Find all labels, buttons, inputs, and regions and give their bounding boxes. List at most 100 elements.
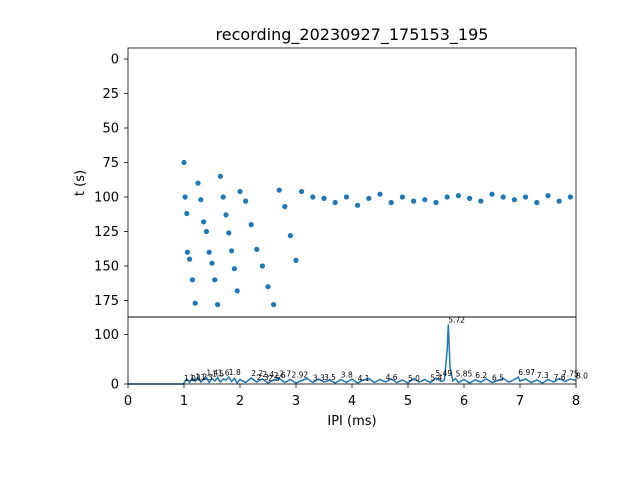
raster-point (215, 302, 221, 308)
ipi-peak-label: 3.3 (313, 374, 325, 383)
raster-point (500, 194, 506, 200)
ipi-peak-label: 1.0 (184, 374, 196, 383)
raster-point (444, 194, 450, 200)
ipi-peak-label: 2.4 (262, 370, 274, 379)
raster-point (201, 219, 207, 225)
ipi-peak-label: 2.5 (268, 374, 280, 383)
raster-point (206, 249, 212, 255)
raster-point (556, 198, 562, 204)
ipi-x-tick-label: 2 (236, 394, 244, 409)
raster-point (217, 173, 223, 179)
ipi-x-label: IPI (ms) (327, 414, 376, 429)
raster-point (265, 284, 271, 290)
chart-title: recording_20230927_175153_195 (216, 25, 489, 45)
raster-point (282, 204, 288, 210)
ipi-peak-label: 6.97 (518, 368, 535, 377)
raster-point (276, 187, 282, 193)
raster-point (209, 260, 215, 266)
raster-point (234, 288, 240, 294)
raster-y-ticks: 0 25 50 75 100 125 150 175 (94, 53, 128, 309)
ipi-peak-label: 3.5 (324, 373, 336, 382)
raster-point (243, 198, 249, 204)
raster-point (455, 193, 461, 199)
ipi-peak-label: 4.1 (358, 374, 370, 383)
raster-point (182, 194, 188, 200)
ipi-peak-label: 2.3 (257, 373, 269, 382)
raster-point (192, 300, 198, 306)
raster-point (567, 194, 574, 200)
ipi-histogram-line (128, 324, 577, 385)
ipi-x-tick-label: 8 (572, 394, 580, 409)
raster-point (259, 263, 265, 269)
raster-point (293, 257, 299, 263)
raster-axes: 0 25 50 75 100 125 150 175 (94, 47, 577, 318)
raster-point (433, 199, 439, 206)
raster-point (223, 212, 229, 218)
ipi-peak-label: 8.0 (576, 372, 588, 381)
raster-point (248, 222, 254, 228)
ipi-peak-label: 5.4 (430, 374, 442, 383)
raster-y-tick-label: 100 (94, 190, 119, 205)
ipi-peak-labels: 1.01.11.21.31.41.51.6 1.8 2.22.32.42.52.62… (184, 315, 588, 383)
ipi-peak-label: 5.49 (435, 369, 452, 378)
raster-point (287, 233, 293, 239)
ipi-x-ticks: 0 1 2 3 4 5 6 7 8 (124, 384, 580, 409)
ipi-peak-label: 1.4 (206, 369, 218, 378)
raster-point (411, 198, 417, 204)
ipi-peak-label: 2.92 (292, 371, 309, 380)
ipi-x-tick-label: 3 (292, 394, 300, 409)
raster-y-tick-label: 150 (94, 259, 119, 274)
raster-point (271, 302, 277, 308)
raster-point (355, 202, 361, 208)
ipi-peak-label: 1.5 (212, 370, 224, 379)
raster-point (321, 195, 327, 201)
ipi-x-tick-label: 1 (180, 394, 188, 409)
ipi-y-tick-label: 100 (94, 328, 119, 343)
raster-point (229, 248, 235, 254)
ipi-peak-label: 1.6 (218, 369, 230, 378)
raster-point (467, 195, 473, 201)
ipi-peak-label: 7.6 (554, 373, 566, 382)
raster-point (478, 198, 484, 204)
raster-y-tick-label: 25 (102, 87, 119, 102)
raster-y-tick-label: 50 (102, 122, 119, 137)
ipi-peak-label: 2.2 (251, 369, 263, 378)
ipi-y-ticks: 0 100 (94, 328, 128, 393)
raster-y-tick-label: 125 (94, 225, 119, 240)
raster-point (422, 197, 428, 203)
raster-point (332, 199, 338, 206)
raster-point (220, 194, 226, 200)
raster-point (203, 228, 209, 235)
raster-point (181, 159, 187, 166)
ipi-peak-label: 4.6 (386, 373, 398, 382)
raster-point (489, 191, 495, 197)
ipi-x-tick-label: 4 (348, 394, 356, 409)
raster-point (226, 230, 232, 236)
raster-point (212, 277, 218, 283)
ipi-peak-label: 7.3 (537, 371, 549, 380)
ipi-x-tick-label: 5 (404, 394, 412, 409)
raster-points (181, 159, 574, 308)
raster-point (189, 277, 195, 283)
ipi-peak-label: 3.8 (341, 371, 353, 380)
raster-point (254, 246, 260, 252)
raster-point (399, 194, 405, 200)
raster-point (299, 188, 305, 195)
ipi-peak-label: 1.3 (201, 373, 213, 382)
ipi-peak-label: 5.72 (448, 315, 465, 324)
raster-point (523, 194, 529, 200)
ipi-peak-label: 2.7 (279, 370, 291, 379)
raster-point (198, 197, 204, 203)
raster-point (343, 194, 349, 200)
ipi-x-tick-label: 7 (516, 394, 524, 409)
raster-point (545, 193, 551, 199)
raster-y-tick-label: 0 (111, 53, 119, 68)
raster-point (237, 188, 243, 195)
ipi-frame (127, 316, 577, 385)
ipi-peak-label: 7.75 (562, 370, 579, 379)
raster-point (195, 180, 201, 186)
ipi-peak-label: 1.1 (190, 374, 202, 383)
raster-y-tick-label: 75 (102, 156, 119, 171)
